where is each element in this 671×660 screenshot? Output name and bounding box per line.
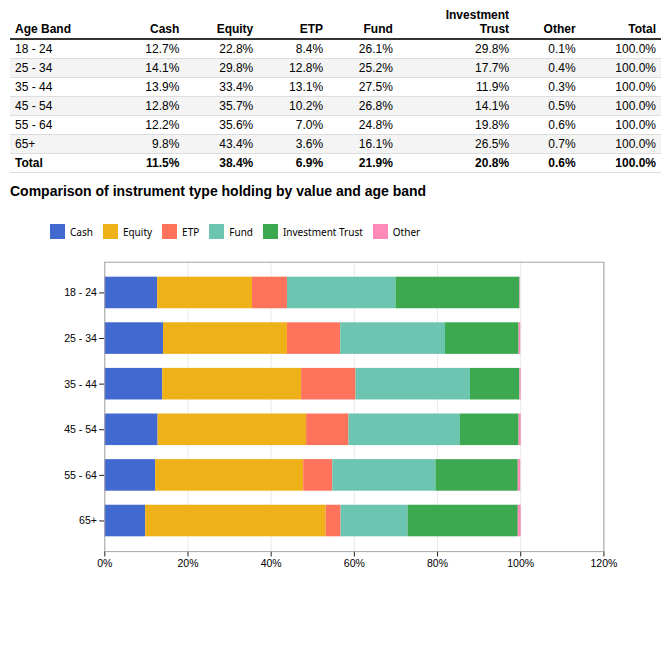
html-text:Investment Trust: Investment Trust bbox=[445, 8, 510, 36]
html-text:6.9%: 6.9% bbox=[295, 156, 324, 170]
html-text:8.4%: 8.4% bbox=[295, 42, 324, 56]
html-text:0.6%: 0.6% bbox=[548, 118, 576, 132]
html-text:Fund: Fund bbox=[229, 224, 253, 239]
html-text:0.1%: 0.1% bbox=[548, 42, 576, 56]
html-text:3.6%: 3.6% bbox=[295, 137, 324, 151]
html-text:35.7%: 35.7% bbox=[219, 99, 254, 113]
html-text:33.4%: 33.4% bbox=[219, 80, 254, 94]
svg-text:65+: 65+ bbox=[79, 514, 97, 526]
html-text:7.0%: 7.0% bbox=[295, 118, 324, 132]
html-text:55 - 64: 55 - 64 bbox=[15, 118, 53, 132]
html-text:25 - 34: 25 - 34 bbox=[15, 61, 53, 75]
html-text:Total: Total bbox=[15, 156, 43, 170]
html-text:ETP: ETP bbox=[182, 224, 200, 239]
html-text:14.1%: 14.1% bbox=[475, 99, 510, 113]
html-text:100.0%: 100.0% bbox=[615, 118, 656, 132]
html-text:Other: Other bbox=[543, 22, 576, 36]
html-text:0.4%: 0.4% bbox=[548, 61, 576, 75]
html-text:13.9%: 13.9% bbox=[145, 80, 180, 94]
html-text:ETP: ETP bbox=[299, 22, 324, 36]
html-text:13.1%: 13.1% bbox=[289, 80, 324, 94]
svg-text:25 - 34: 25 - 34 bbox=[64, 332, 97, 344]
html-text:0.3%: 0.3% bbox=[548, 80, 576, 94]
html-text:100.0%: 100.0% bbox=[615, 61, 656, 75]
svg-text:20%: 20% bbox=[177, 557, 198, 569]
html-text:100.0%: 100.0% bbox=[615, 156, 656, 170]
html-text:43.4%: 43.4% bbox=[219, 137, 254, 151]
html-text:12.7%: 12.7% bbox=[145, 42, 180, 56]
svg-text:35 - 44: 35 - 44 bbox=[64, 377, 97, 389]
html-text:Comparison of instrument type: Comparison of instrument type holding by… bbox=[10, 183, 427, 199]
html-text:Equity: Equity bbox=[122, 224, 153, 239]
html-text:45 - 54: 45 - 54 bbox=[15, 99, 53, 113]
html-text:14.1%: 14.1% bbox=[145, 61, 180, 75]
html-text:24.8%: 24.8% bbox=[358, 118, 393, 132]
html-text:27.5%: 27.5% bbox=[358, 80, 393, 94]
html-text:100.0%: 100.0% bbox=[615, 80, 656, 94]
html-text:100.0%: 100.0% bbox=[615, 42, 656, 56]
html-text:Other: Other bbox=[392, 224, 421, 239]
html-text:Investment Trust: Investment Trust bbox=[283, 224, 363, 239]
html-text:12.2%: 12.2% bbox=[145, 118, 180, 132]
html-text:Equity: Equity bbox=[216, 22, 254, 36]
svg-text:0%: 0% bbox=[97, 557, 112, 569]
html-text:11.5%: 11.5% bbox=[146, 156, 180, 170]
html-text:Fund: Fund bbox=[363, 22, 393, 36]
html-text:100.0%: 100.0% bbox=[615, 99, 656, 113]
html-text:Total: Total bbox=[628, 22, 656, 36]
html-text:26.8%: 26.8% bbox=[358, 99, 393, 113]
html-text:29.8%: 29.8% bbox=[219, 61, 254, 75]
html-text:9.8%: 9.8% bbox=[152, 137, 180, 151]
svg-text:80%: 80% bbox=[427, 557, 448, 569]
html-text:Age Band: Age Band bbox=[15, 22, 71, 36]
html-text:17.7%: 17.7% bbox=[475, 61, 510, 75]
html-text:11.9%: 11.9% bbox=[475, 80, 510, 94]
html-text:Cash: Cash bbox=[70, 224, 93, 239]
html-text:35 - 44: 35 - 44 bbox=[15, 80, 53, 94]
svg-text:120%: 120% bbox=[590, 557, 617, 569]
html-text:19.8%: 19.8% bbox=[475, 118, 510, 132]
html-text:0.5%: 0.5% bbox=[548, 99, 576, 113]
html-text:26.5%: 26.5% bbox=[475, 137, 510, 151]
svg-text:45 - 54: 45 - 54 bbox=[64, 423, 97, 435]
html-text:35.6%: 35.6% bbox=[219, 118, 254, 132]
html-text:10.2%: 10.2% bbox=[289, 99, 324, 113]
html-text:65+: 65+ bbox=[15, 137, 36, 151]
html-text:25.2%: 25.2% bbox=[358, 61, 393, 75]
svg-text:60%: 60% bbox=[344, 557, 365, 569]
svg-text:55 - 64: 55 - 64 bbox=[64, 469, 97, 481]
html-text:22.8%: 22.8% bbox=[219, 42, 254, 56]
html-text:20.8%: 20.8% bbox=[475, 156, 510, 170]
html-text:100.0%: 100.0% bbox=[615, 137, 656, 151]
html-text:12.8%: 12.8% bbox=[289, 61, 324, 75]
html-text:16.1%: 16.1% bbox=[358, 137, 393, 151]
svg-text:40%: 40% bbox=[261, 557, 282, 569]
html-text:Cash: Cash bbox=[150, 22, 180, 36]
html-text:38.4%: 38.4% bbox=[219, 156, 254, 170]
svg-text:18 - 24: 18 - 24 bbox=[64, 286, 97, 298]
html-text:0.6%: 0.6% bbox=[548, 156, 576, 170]
html-text:26.1%: 26.1% bbox=[358, 42, 393, 56]
html-text:18 - 24: 18 - 24 bbox=[15, 42, 53, 56]
svg-text:100%: 100% bbox=[507, 557, 534, 569]
html-text:12.8%: 12.8% bbox=[145, 99, 180, 113]
html-text:0.7%: 0.7% bbox=[548, 137, 576, 151]
html-text:29.8%: 29.8% bbox=[475, 42, 510, 56]
html-text:21.9%: 21.9% bbox=[358, 156, 393, 170]
